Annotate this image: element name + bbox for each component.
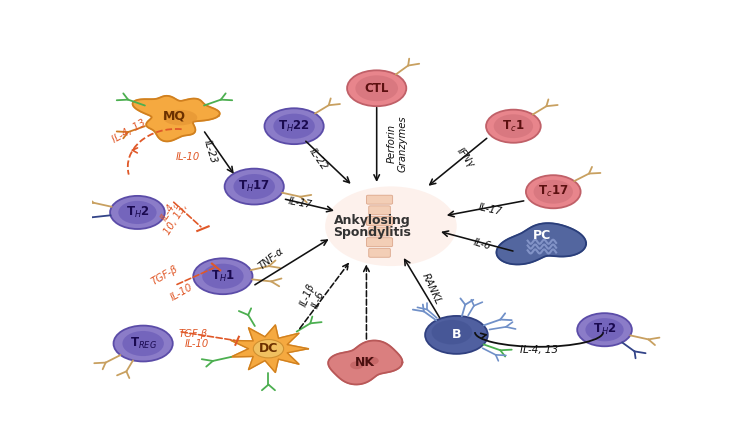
Text: B: B bbox=[452, 328, 461, 341]
Text: Spondylitis: Spondylitis bbox=[333, 226, 411, 239]
Text: TNF-α: TNF-α bbox=[257, 246, 286, 272]
Circle shape bbox=[585, 318, 624, 341]
Circle shape bbox=[350, 361, 363, 369]
Text: IL-6: IL-6 bbox=[472, 237, 492, 251]
Circle shape bbox=[355, 75, 398, 101]
Circle shape bbox=[534, 180, 573, 204]
Circle shape bbox=[193, 258, 253, 294]
Text: MQ: MQ bbox=[163, 109, 186, 122]
Circle shape bbox=[225, 168, 284, 204]
Polygon shape bbox=[329, 340, 402, 384]
Text: DC: DC bbox=[259, 342, 278, 355]
FancyBboxPatch shape bbox=[369, 248, 390, 257]
Polygon shape bbox=[231, 325, 308, 372]
Text: NK: NK bbox=[355, 356, 376, 369]
FancyBboxPatch shape bbox=[369, 227, 390, 236]
Text: T$_H$1: T$_H$1 bbox=[211, 269, 235, 284]
Circle shape bbox=[273, 114, 315, 139]
Text: T$_c$17: T$_c$17 bbox=[538, 184, 568, 199]
Text: T$_H$17: T$_H$17 bbox=[238, 179, 270, 194]
FancyBboxPatch shape bbox=[369, 206, 390, 215]
Text: IL-1β
IL-6: IL-1β IL-6 bbox=[298, 282, 328, 312]
FancyBboxPatch shape bbox=[367, 216, 392, 225]
Text: IL-10: IL-10 bbox=[185, 339, 209, 349]
Text: TGF-β: TGF-β bbox=[150, 263, 180, 287]
Text: IL-17: IL-17 bbox=[287, 196, 312, 210]
Text: Ankylosing: Ankylosing bbox=[334, 214, 411, 227]
Ellipse shape bbox=[163, 110, 197, 125]
Text: PC: PC bbox=[533, 229, 551, 242]
Circle shape bbox=[265, 108, 323, 144]
Text: IL-4, 13: IL-4, 13 bbox=[111, 118, 148, 145]
Text: IL-10: IL-10 bbox=[176, 151, 201, 162]
FancyBboxPatch shape bbox=[367, 195, 392, 204]
Text: T$_H$2: T$_H$2 bbox=[126, 205, 149, 220]
Text: IL-10: IL-10 bbox=[169, 282, 195, 303]
Text: IL-22: IL-22 bbox=[307, 147, 329, 172]
Circle shape bbox=[365, 357, 379, 365]
Circle shape bbox=[113, 326, 173, 362]
Text: IL-4, 13: IL-4, 13 bbox=[520, 345, 558, 355]
Circle shape bbox=[202, 264, 243, 289]
Text: T$_H$2: T$_H$2 bbox=[592, 322, 617, 337]
Text: IFNγ: IFNγ bbox=[454, 146, 476, 170]
Circle shape bbox=[110, 196, 165, 229]
Circle shape bbox=[526, 175, 581, 208]
Circle shape bbox=[425, 316, 488, 354]
Text: T$_H$22: T$_H$22 bbox=[278, 119, 310, 134]
FancyBboxPatch shape bbox=[367, 238, 392, 247]
Text: T$_{REG}$: T$_{REG}$ bbox=[129, 336, 157, 351]
Text: RANKL: RANKL bbox=[420, 272, 443, 306]
Circle shape bbox=[431, 320, 473, 345]
Circle shape bbox=[123, 331, 164, 356]
Text: IL-4,: IL-4, bbox=[159, 199, 179, 223]
Circle shape bbox=[254, 340, 284, 358]
Text: CTL: CTL bbox=[365, 82, 389, 95]
Text: IL-17: IL-17 bbox=[478, 202, 503, 217]
Text: Perforin
Granzymes: Perforin Granzymes bbox=[387, 115, 408, 172]
Circle shape bbox=[325, 186, 456, 266]
Circle shape bbox=[234, 174, 275, 199]
Circle shape bbox=[347, 70, 406, 106]
Polygon shape bbox=[132, 96, 220, 142]
Circle shape bbox=[494, 114, 533, 138]
Circle shape bbox=[486, 110, 541, 143]
Circle shape bbox=[118, 201, 157, 224]
Text: 10, 13,: 10, 13, bbox=[162, 201, 190, 236]
Polygon shape bbox=[496, 223, 586, 264]
Text: IL-23: IL-23 bbox=[202, 139, 219, 165]
Circle shape bbox=[577, 313, 632, 346]
Text: T$_c$1: T$_c$1 bbox=[502, 119, 525, 134]
Text: TGF-β: TGF-β bbox=[179, 329, 208, 339]
